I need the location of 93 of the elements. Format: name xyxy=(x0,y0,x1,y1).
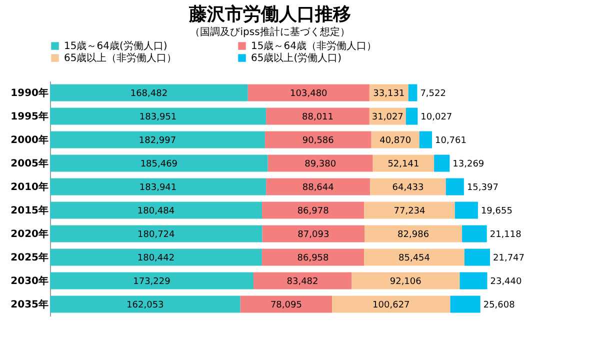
data-label: 83,482 xyxy=(286,276,318,287)
bar xyxy=(50,108,266,125)
bar xyxy=(50,225,262,242)
y-tick-label: 2025年 xyxy=(10,251,48,264)
y-tick-label: 2000年 xyxy=(10,134,48,146)
bar xyxy=(419,131,432,148)
bar xyxy=(50,248,262,266)
bar xyxy=(332,296,450,313)
bar xyxy=(264,131,372,148)
bar xyxy=(406,108,418,125)
data-label: 168,482 xyxy=(130,88,168,99)
data-label: 180,484 xyxy=(137,206,175,216)
bar xyxy=(370,178,446,196)
bar xyxy=(50,178,266,196)
data-label: 92,106 xyxy=(390,276,422,287)
bar xyxy=(50,154,268,172)
data-label: 15,397 xyxy=(466,182,498,193)
bar xyxy=(253,272,352,290)
y-tick-label: 2015年 xyxy=(10,204,48,216)
legend-label: 15歳～64歳(労働人口) xyxy=(64,40,168,52)
y-tick-label: 2035年 xyxy=(10,298,48,310)
data-label: 180,442 xyxy=(137,253,175,264)
data-label: 77,234 xyxy=(394,206,426,216)
bar xyxy=(372,154,434,172)
bar xyxy=(446,178,464,196)
bar xyxy=(364,248,464,266)
bar xyxy=(352,272,460,290)
data-label: 173,229 xyxy=(133,276,171,287)
bar xyxy=(50,272,254,290)
chart-subtitle: （国調及びipss推計に基づく想定） xyxy=(190,26,350,38)
data-label: 13,269 xyxy=(452,159,484,170)
data-label: 82,986 xyxy=(398,230,430,240)
bar xyxy=(364,202,455,219)
bar xyxy=(266,178,370,196)
chart-title: 藤沢市労働人口推移 xyxy=(188,4,351,25)
data-label: 100,627 xyxy=(372,300,410,310)
legend-label: 15歳～64歳（非労働人口） xyxy=(251,40,376,52)
bar xyxy=(408,84,418,102)
data-label: 40,870 xyxy=(380,136,412,146)
data-label: 183,951 xyxy=(139,112,177,122)
data-label: 87,093 xyxy=(298,230,330,240)
y-tick-label: 2005年 xyxy=(10,157,48,170)
bar xyxy=(240,296,332,313)
bar xyxy=(464,248,490,266)
bar xyxy=(364,225,462,242)
data-label: 21,747 xyxy=(493,253,524,264)
data-label: 7,522 xyxy=(420,88,446,99)
data-label: 23,440 xyxy=(490,276,522,287)
data-label: 64,433 xyxy=(392,182,424,193)
data-label: 52,141 xyxy=(388,159,420,170)
y-tick-label: 1995年 xyxy=(10,110,48,122)
bar xyxy=(460,272,488,290)
bar xyxy=(262,248,364,266)
bar xyxy=(50,202,262,219)
data-label: 88,644 xyxy=(302,182,334,193)
data-label: 182,997 xyxy=(138,136,176,146)
y-tick-label: 2010年 xyxy=(10,180,48,193)
data-label: 78,095 xyxy=(270,300,302,310)
bar xyxy=(50,131,265,148)
data-label: 10,761 xyxy=(434,136,466,146)
data-label: 31,027 xyxy=(372,112,404,122)
y-tick-label: 2020年 xyxy=(10,228,48,240)
data-label: 162,053 xyxy=(126,300,164,310)
bar xyxy=(50,84,248,102)
data-label: 185,469 xyxy=(140,159,178,170)
legend-label: 65歳以上（非労働人口） xyxy=(64,52,177,64)
bar xyxy=(462,225,487,242)
bar xyxy=(262,225,365,242)
bar xyxy=(434,154,450,172)
data-label: 21,118 xyxy=(490,230,522,240)
data-label: 10,027 xyxy=(420,112,452,122)
bar xyxy=(268,154,373,172)
data-label: 90,586 xyxy=(302,136,334,146)
data-label: 33,131 xyxy=(373,88,405,99)
y-tick-label: 2030年 xyxy=(10,274,48,287)
bar xyxy=(262,202,364,219)
data-label: 19,655 xyxy=(480,206,512,216)
bar xyxy=(50,296,240,313)
data-label: 183,941 xyxy=(139,182,177,193)
data-label: 86,958 xyxy=(297,253,330,264)
data-label: 86,978 xyxy=(297,206,330,216)
data-label: 180,724 xyxy=(138,230,176,240)
y-tick-label: 1990年 xyxy=(10,86,48,99)
data-label: 88,011 xyxy=(302,112,334,122)
legend-label: 65歳以上(労働人口) xyxy=(251,52,342,64)
data-label: 103,480 xyxy=(290,88,328,99)
bar xyxy=(454,202,478,219)
data-label: 85,454 xyxy=(398,253,430,264)
bar xyxy=(450,296,480,313)
data-label: 89,380 xyxy=(304,159,336,170)
bar xyxy=(266,108,370,125)
data-label: 25,608 xyxy=(483,300,516,310)
bar xyxy=(248,84,370,102)
